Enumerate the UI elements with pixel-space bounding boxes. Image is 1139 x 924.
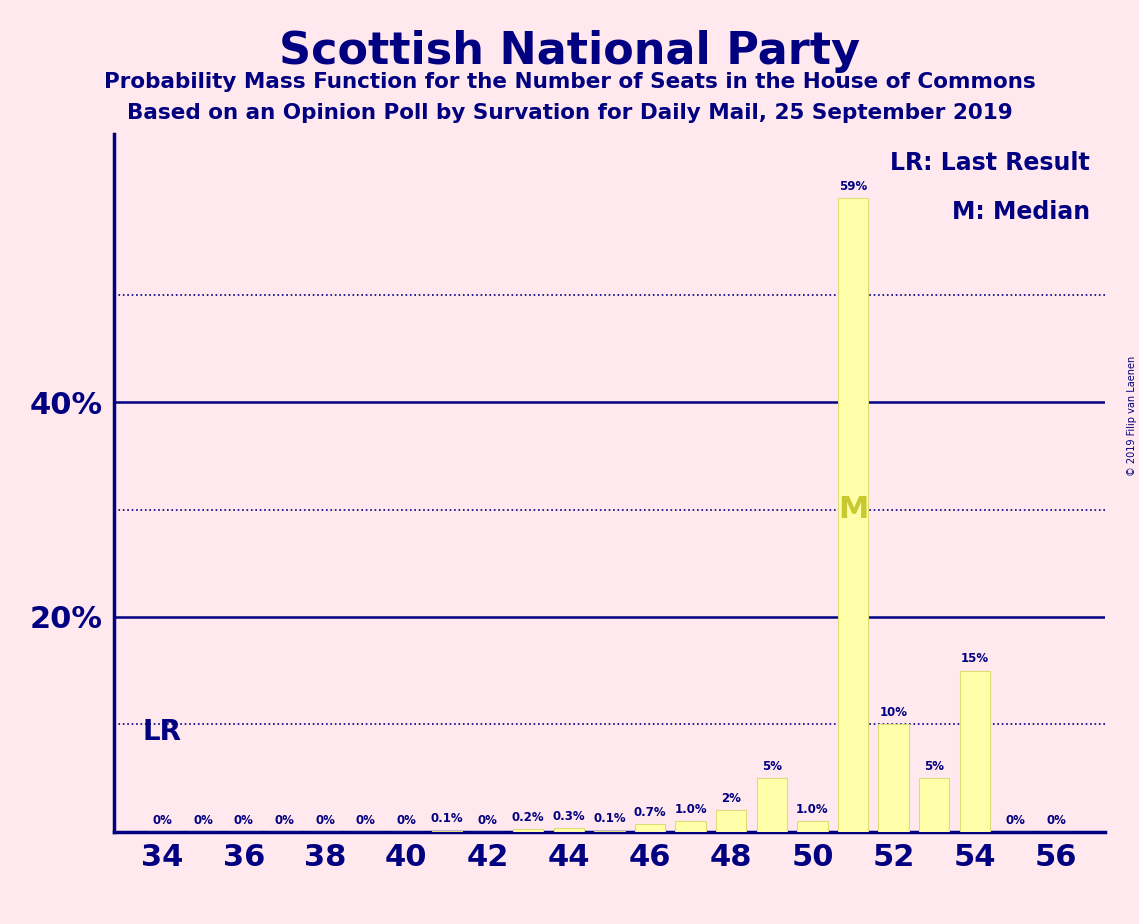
Bar xyxy=(595,831,624,832)
Text: LR: Last Result: LR: Last Result xyxy=(891,152,1090,176)
Text: 0%: 0% xyxy=(194,814,213,827)
Text: Probability Mass Function for the Number of Seats in the House of Commons: Probability Mass Function for the Number… xyxy=(104,72,1035,92)
Text: 0%: 0% xyxy=(233,814,254,827)
Text: 0%: 0% xyxy=(316,814,335,827)
Text: 0.1%: 0.1% xyxy=(593,812,625,825)
Text: 0.1%: 0.1% xyxy=(431,812,464,825)
Text: 0.2%: 0.2% xyxy=(511,811,544,824)
Bar xyxy=(675,821,706,832)
Bar xyxy=(838,199,868,832)
Text: 1.0%: 1.0% xyxy=(674,803,707,816)
Text: 0%: 0% xyxy=(274,814,294,827)
Text: 15%: 15% xyxy=(961,652,989,665)
Text: 0%: 0% xyxy=(1046,814,1066,827)
Text: 2%: 2% xyxy=(721,792,741,805)
Text: © 2019 Filip van Laenen: © 2019 Filip van Laenen xyxy=(1126,356,1137,476)
Bar xyxy=(716,810,746,832)
Text: 59%: 59% xyxy=(839,180,867,193)
Bar xyxy=(432,831,462,832)
Text: LR: LR xyxy=(142,718,181,746)
Bar xyxy=(554,829,584,832)
Bar xyxy=(634,824,665,832)
Bar xyxy=(878,724,909,832)
Bar xyxy=(513,830,543,832)
Text: 0.3%: 0.3% xyxy=(552,810,585,823)
Text: M: M xyxy=(838,495,868,524)
Bar xyxy=(797,821,828,832)
Text: Scottish National Party: Scottish National Party xyxy=(279,30,860,73)
Text: 5%: 5% xyxy=(762,760,781,772)
Text: 5%: 5% xyxy=(924,760,944,772)
Text: 0%: 0% xyxy=(396,814,416,827)
Text: 0%: 0% xyxy=(153,814,173,827)
Text: 0.7%: 0.7% xyxy=(633,806,666,819)
Bar xyxy=(919,778,950,832)
Text: 0%: 0% xyxy=(355,814,376,827)
Text: M: Median: M: Median xyxy=(952,201,1090,225)
Bar xyxy=(756,778,787,832)
Text: 1.0%: 1.0% xyxy=(796,803,829,816)
Text: 0%: 0% xyxy=(1006,814,1025,827)
Text: Based on an Opinion Poll by Survation for Daily Mail, 25 September 2019: Based on an Opinion Poll by Survation fo… xyxy=(126,103,1013,124)
Text: 0%: 0% xyxy=(477,814,498,827)
Bar xyxy=(960,671,990,832)
Text: 10%: 10% xyxy=(879,706,908,719)
